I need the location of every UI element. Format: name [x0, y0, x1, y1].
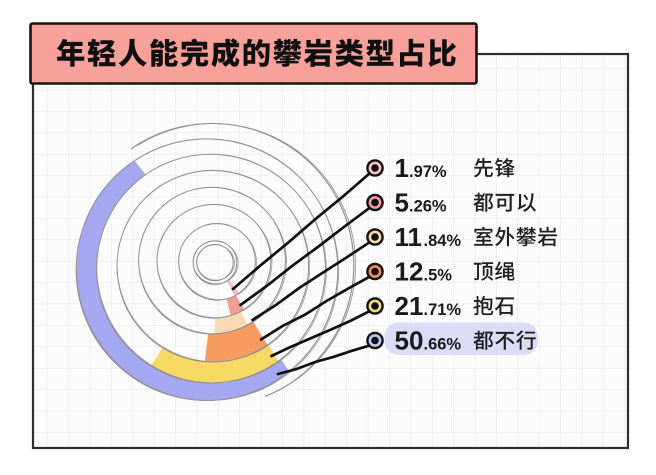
- svg-text:.97%: .97%: [409, 163, 447, 181]
- svg-text:50: 50: [395, 326, 424, 356]
- svg-text:.84%: .84%: [424, 232, 462, 250]
- svg-text:.26%: .26%: [409, 198, 447, 216]
- svg-text:5: 5: [395, 188, 409, 218]
- svg-text:12: 12: [395, 257, 424, 287]
- svg-text:.5%: .5%: [424, 267, 453, 285]
- svg-text:.71%: .71%: [424, 301, 462, 319]
- svg-text:11: 11: [395, 222, 423, 252]
- svg-text:.66%: .66%: [424, 336, 462, 354]
- svg-text:21: 21: [395, 291, 424, 321]
- svg-text:1: 1: [395, 153, 409, 183]
